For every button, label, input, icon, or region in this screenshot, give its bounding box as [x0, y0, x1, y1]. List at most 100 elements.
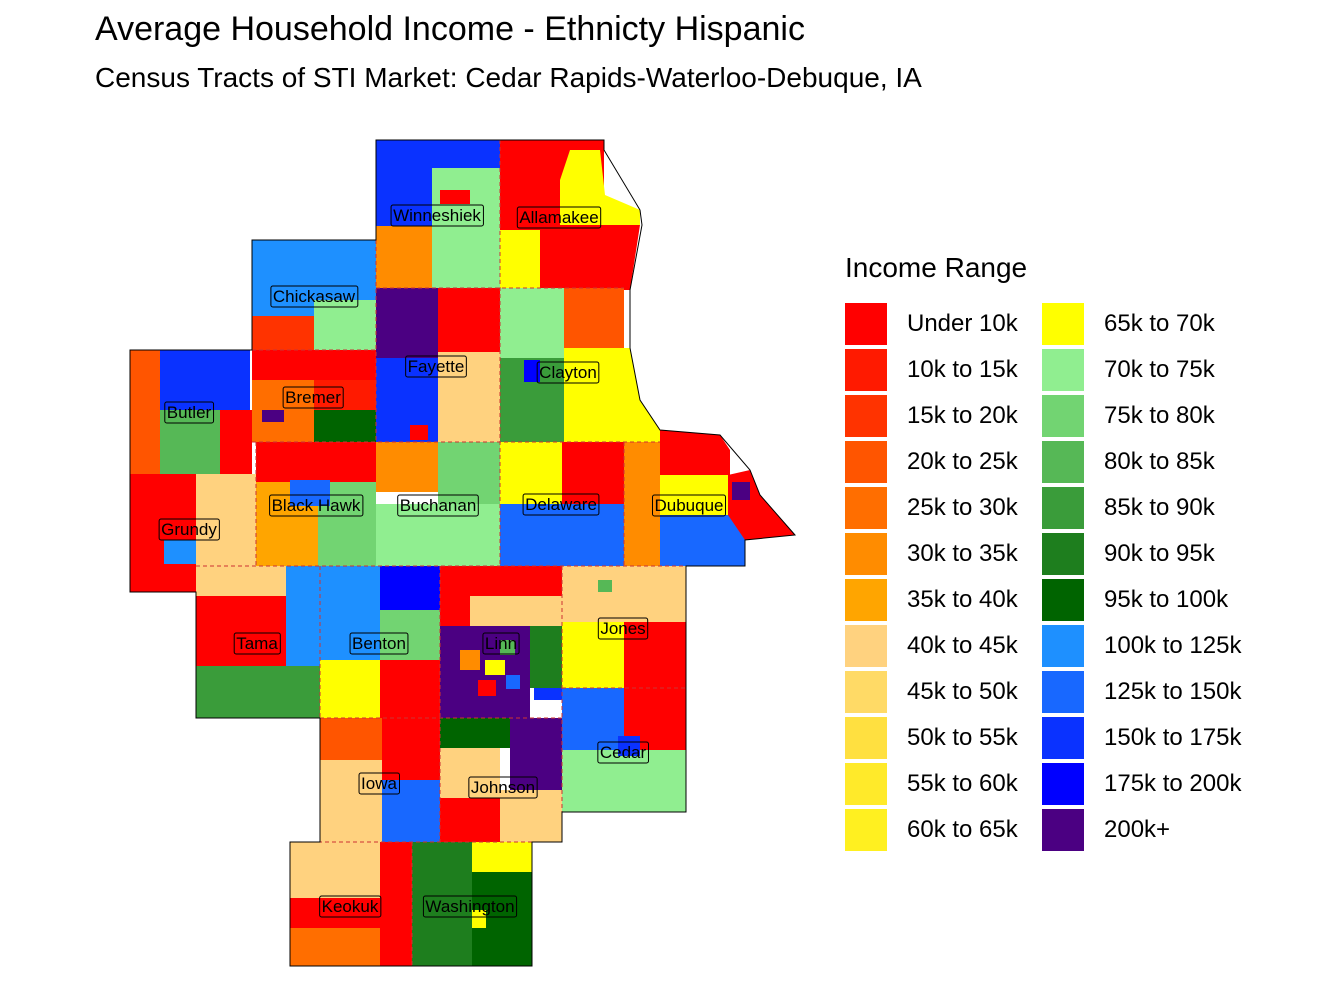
tract	[130, 474, 196, 592]
county-label: Chickasaw	[270, 285, 359, 308]
tract	[160, 350, 250, 410]
tract	[320, 660, 380, 718]
legend-item: 90k to 95k	[1042, 531, 1215, 577]
county-label-box	[651, 494, 727, 517]
tract	[382, 780, 440, 842]
tract	[314, 300, 376, 350]
legend-swatch	[845, 533, 887, 575]
legend-item: 100k to 125k	[1042, 623, 1241, 669]
tract	[314, 380, 376, 410]
county-name: Chickasaw	[273, 287, 356, 306]
legend-label: 25k to 30k	[907, 494, 1018, 521]
tract	[624, 442, 660, 566]
tract	[438, 442, 500, 504]
tract	[472, 842, 532, 872]
legend-swatch	[845, 441, 887, 483]
tract	[560, 225, 640, 290]
tract	[290, 928, 380, 966]
legend-item: 85k to 90k	[1042, 485, 1215, 531]
tract	[485, 660, 505, 675]
legend-label: 85k to 90k	[1104, 494, 1215, 521]
tract	[660, 515, 745, 566]
legend-label: 65k to 70k	[1104, 310, 1215, 337]
county-label-box	[358, 772, 400, 795]
legend-swatch	[845, 625, 887, 667]
tract	[164, 540, 196, 564]
county-borders	[196, 140, 686, 966]
county-name: Black Hawk	[272, 496, 361, 515]
county-label-box	[158, 518, 220, 541]
tract	[256, 442, 376, 482]
county-label: Washington	[422, 895, 518, 918]
tract	[440, 566, 562, 596]
tract	[500, 504, 624, 566]
legend-item: 40k to 45k	[845, 623, 1018, 669]
legend-swatch	[1042, 671, 1084, 713]
legend-item: 150k to 175k	[1042, 715, 1241, 761]
legend-swatch	[845, 395, 887, 437]
legend-label: 125k to 150k	[1104, 678, 1242, 705]
tract	[252, 316, 314, 350]
tract	[534, 688, 562, 700]
tract	[376, 504, 500, 566]
tract	[500, 790, 562, 842]
tract	[500, 230, 540, 288]
county-name: Jones	[600, 619, 645, 638]
tract	[562, 688, 624, 750]
legend-swatch	[1042, 717, 1084, 759]
county-label: Black Hawk	[269, 494, 364, 517]
county-label-box	[233, 632, 281, 655]
county-label: Iowa	[358, 772, 400, 795]
tract	[728, 470, 795, 540]
legend-swatch	[1042, 395, 1084, 437]
legend-item: 75k to 80k	[1042, 393, 1215, 439]
legend-item: Under 10k	[845, 301, 1018, 347]
legend-swatch	[1042, 303, 1084, 345]
tract	[500, 640, 515, 655]
legend-item: 25k to 30k	[845, 485, 1018, 531]
tract-layer	[130, 140, 795, 966]
county-label-box	[390, 204, 484, 227]
legend-item: 35k to 40k	[845, 577, 1018, 623]
county-name: Bremer	[285, 388, 341, 407]
legend-label: 95k to 100k	[1104, 586, 1229, 613]
legend-label: 50k to 55k	[907, 724, 1018, 751]
legend-swatch	[845, 717, 887, 759]
legend-label: 60k to 65k	[907, 816, 1018, 843]
tract	[220, 410, 252, 474]
county-name: Dubuque	[654, 496, 723, 515]
county-label-box	[597, 617, 649, 640]
county-label-box	[468, 776, 538, 799]
legend-label: Under 10k	[907, 310, 1018, 337]
legend-swatch	[1042, 487, 1084, 529]
tract	[196, 566, 286, 596]
legend-item: 50k to 55k	[845, 715, 1018, 761]
legend-swatch	[845, 349, 887, 391]
county-name: Keokuk	[322, 897, 379, 916]
tract	[320, 760, 382, 842]
tract	[470, 596, 562, 626]
legend-item: 200k+	[1042, 807, 1170, 853]
county-name: Washington	[425, 897, 514, 916]
tract	[560, 150, 640, 225]
tract	[472, 910, 486, 928]
county-label: Dubuque	[651, 494, 727, 517]
tract	[618, 736, 640, 756]
county-name: Allamakee	[519, 208, 598, 227]
legend-swatch	[1042, 809, 1084, 851]
legend-item: 95k to 100k	[1042, 577, 1228, 623]
legend-swatch	[1042, 349, 1084, 391]
tract	[376, 288, 438, 358]
legend-item: 60k to 65k	[845, 807, 1018, 853]
tract	[562, 566, 686, 622]
legend-swatch	[1042, 763, 1084, 805]
tract	[530, 626, 562, 688]
legend-swatch	[1042, 625, 1084, 667]
county-label: Bremer	[282, 386, 344, 409]
tract	[290, 842, 380, 898]
tract	[380, 660, 440, 718]
legend-label: 45k to 50k	[907, 678, 1018, 705]
legend-title: Income Range	[845, 252, 1028, 283]
county-label-box	[522, 493, 600, 516]
